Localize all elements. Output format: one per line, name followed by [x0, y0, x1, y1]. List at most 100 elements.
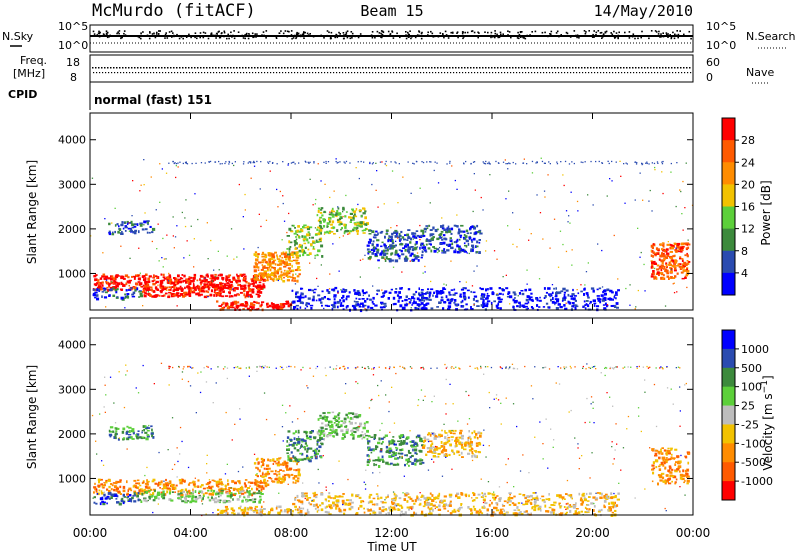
data-cell	[107, 492, 112, 495]
data-cell	[559, 291, 562, 294]
data-cell	[174, 236, 177, 238]
data-cell	[656, 268, 660, 271]
noise-point	[420, 32, 423, 35]
data-cell	[295, 254, 300, 258]
data-cell	[438, 250, 440, 252]
data-cell	[237, 480, 241, 483]
data-cell	[357, 435, 361, 438]
data-cell	[254, 479, 257, 481]
data-cell	[648, 200, 650, 202]
data-cell	[470, 290, 472, 293]
data-cell	[391, 170, 394, 172]
data-cell	[218, 292, 222, 295]
data-cell	[286, 445, 289, 447]
data-cell	[146, 492, 148, 494]
freq-point	[119, 67, 121, 69]
data-cell	[202, 493, 205, 496]
data-cell	[260, 278, 263, 281]
data-cell	[526, 163, 528, 165]
data-cell	[361, 229, 364, 232]
data-cell	[263, 265, 266, 267]
data-cell	[94, 482, 96, 485]
noise-point	[142, 31, 144, 33]
data-cell	[152, 478, 156, 482]
data-cell	[482, 161, 484, 163]
data-cell	[451, 449, 454, 452]
data-cell	[438, 301, 442, 304]
data-cell	[127, 276, 130, 279]
data-cell	[512, 161, 514, 164]
data-cell	[317, 163, 319, 165]
data-cell	[664, 305, 667, 307]
data-cell	[476, 265, 478, 267]
freq-point	[578, 67, 580, 69]
data-cell	[124, 230, 127, 232]
noise-point	[265, 37, 267, 39]
data-cell	[269, 268, 272, 272]
data-cell	[416, 252, 419, 254]
data-cell	[367, 441, 370, 445]
noise-point	[648, 37, 650, 40]
data-cell	[371, 230, 375, 233]
noise-point	[98, 32, 100, 34]
data-cell	[436, 237, 440, 241]
data-cell	[452, 293, 456, 296]
nave-point	[201, 72, 203, 74]
nave-point	[174, 72, 176, 74]
data-cell	[259, 481, 263, 483]
data-cell	[677, 250, 681, 253]
data-cell	[682, 180, 684, 183]
data-cell	[276, 263, 281, 266]
data-cell	[129, 229, 133, 232]
data-cell	[379, 161, 382, 163]
data-cell	[359, 223, 363, 227]
freq-panel: Freq. [MHz] 18 8 60 0 Nave	[13, 54, 774, 84]
data-cell	[321, 304, 323, 307]
data-cell	[245, 293, 249, 296]
data-cell	[140, 500, 143, 503]
noise-point	[490, 36, 492, 39]
data-cell	[459, 294, 462, 297]
data-cell	[175, 484, 178, 487]
data-cell	[456, 450, 459, 454]
nave-point	[654, 72, 656, 74]
data-cell	[469, 227, 472, 230]
data-cell	[459, 249, 462, 253]
data-cell	[438, 237, 441, 239]
data-cell	[97, 286, 100, 289]
data-cell	[478, 229, 482, 232]
data-cell	[552, 297, 554, 300]
data-cell	[286, 231, 288, 234]
data-cell	[677, 243, 680, 246]
data-cell	[151, 289, 154, 292]
data-cell	[165, 258, 167, 260]
data-cell	[467, 441, 470, 445]
data-cell	[253, 253, 257, 256]
freq-point	[521, 67, 523, 69]
data-cell	[189, 290, 193, 292]
data-cell	[255, 275, 259, 278]
nave-point	[105, 72, 107, 74]
nave-point	[366, 72, 368, 74]
data-cell	[283, 463, 287, 466]
data-cell	[454, 292, 458, 295]
data-cell	[369, 258, 371, 261]
data-cell	[298, 249, 302, 252]
data-cell	[352, 427, 355, 429]
data-cell	[306, 233, 310, 237]
data-cell	[131, 226, 135, 229]
noise-point	[303, 37, 305, 39]
data-cell	[394, 161, 396, 163]
data-cell	[415, 307, 418, 310]
data-cell	[311, 289, 314, 292]
noise-point	[284, 30, 287, 32]
data-cell	[159, 487, 161, 489]
data-cell	[243, 275, 247, 277]
freq-point	[482, 67, 484, 69]
data-cell	[364, 254, 366, 256]
data-cell	[660, 276, 663, 280]
data-cell	[297, 470, 301, 474]
data-cell	[482, 301, 485, 305]
data-cell	[562, 298, 566, 301]
data-cell	[356, 226, 359, 229]
